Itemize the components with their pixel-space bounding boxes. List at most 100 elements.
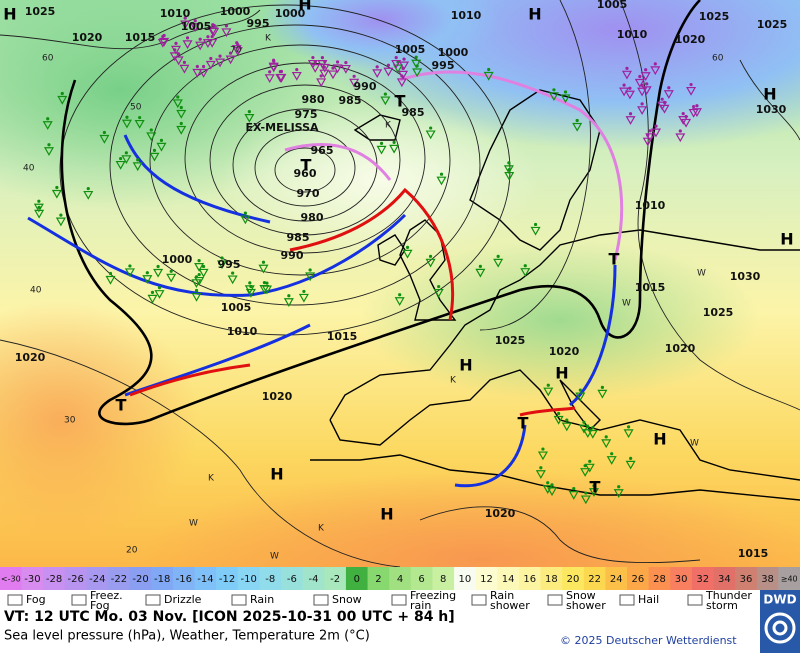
weather-symbols bbox=[33, 16, 702, 505]
shower-symbol bbox=[169, 52, 180, 62]
rain-dot bbox=[648, 129, 652, 133]
rain-dot bbox=[173, 48, 177, 52]
region-symbol: K bbox=[318, 524, 325, 534]
footer-background bbox=[0, 590, 800, 653]
rain-dot bbox=[161, 34, 165, 39]
pale-area bbox=[220, 100, 540, 260]
rain-dot bbox=[119, 156, 123, 161]
scale-cell bbox=[497, 567, 520, 590]
rain-dot bbox=[37, 199, 41, 203]
rain-dot bbox=[224, 24, 229, 28]
scale-cell bbox=[605, 567, 628, 590]
rain-dot bbox=[220, 256, 224, 260]
shower-symbol bbox=[194, 263, 205, 272]
shower-symbol bbox=[436, 176, 447, 186]
rain-dot bbox=[610, 452, 614, 456]
pressure-label: 990 bbox=[354, 80, 377, 93]
rain-dot bbox=[344, 60, 348, 65]
rain-dot bbox=[319, 74, 323, 78]
warm-area bbox=[140, 470, 800, 567]
shower-symbol bbox=[142, 275, 153, 284]
pressure-label: 1020 bbox=[675, 33, 706, 46]
shower-symbol bbox=[276, 73, 287, 83]
pressure-label: 1000 bbox=[438, 46, 469, 59]
logo-swirl bbox=[772, 620, 788, 636]
shower-symbol bbox=[244, 113, 255, 123]
scale-label: -28 bbox=[46, 574, 62, 585]
shower-symbol bbox=[258, 264, 269, 274]
shower-symbol bbox=[578, 424, 589, 434]
shower-symbol bbox=[57, 95, 68, 105]
pressure-center: H bbox=[298, 0, 311, 14]
description: Sea level pressure (hPa), Weather, Tempe… bbox=[4, 629, 370, 644]
pressure-center: H bbox=[555, 364, 568, 383]
pressure-center: T bbox=[518, 414, 529, 433]
shower-symbol bbox=[132, 162, 143, 172]
rain-dot bbox=[681, 112, 685, 116]
shower-symbol bbox=[51, 189, 62, 199]
shower-symbol bbox=[205, 60, 216, 70]
rain-dot bbox=[149, 128, 153, 132]
pressure-center: H bbox=[653, 430, 666, 449]
shower-symbol bbox=[402, 249, 413, 259]
pressure-center: H bbox=[270, 465, 283, 484]
rain-dot bbox=[400, 74, 404, 78]
scale-label: -16 bbox=[176, 574, 192, 585]
shower-symbol bbox=[202, 39, 213, 48]
occluded-front bbox=[399, 70, 624, 261]
pressure-label: 985 bbox=[402, 106, 425, 119]
shower-symbol bbox=[245, 288, 256, 298]
shower-symbol bbox=[383, 67, 394, 77]
scale-label: <-30 bbox=[1, 575, 21, 584]
scale-label: 26 bbox=[631, 574, 644, 585]
rain-dot bbox=[311, 55, 315, 60]
shower-symbol bbox=[535, 470, 546, 479]
rain-dot bbox=[320, 56, 325, 60]
warm-front bbox=[129, 363, 251, 397]
scale-cell bbox=[64, 567, 87, 590]
rain-dot bbox=[660, 97, 664, 101]
pressure-center: T bbox=[116, 396, 127, 415]
shower-symbol bbox=[156, 142, 167, 152]
shower-symbol bbox=[650, 66, 661, 76]
shower-symbol bbox=[55, 217, 66, 227]
rain-dot bbox=[86, 186, 90, 191]
pressure-label: 995 bbox=[432, 59, 455, 72]
scale-cell bbox=[562, 567, 585, 590]
pressure-label: 995 bbox=[218, 258, 241, 271]
shower-symbol bbox=[157, 38, 168, 48]
cold-front bbox=[569, 264, 617, 407]
pressure-label: 1030 bbox=[756, 103, 787, 116]
region-symbol: K bbox=[385, 121, 392, 131]
shower-symbol bbox=[642, 137, 653, 147]
pressure-label: 985 bbox=[339, 94, 362, 107]
rain-dot bbox=[261, 260, 266, 264]
rain-dot bbox=[437, 284, 441, 289]
rain-dot bbox=[640, 102, 644, 106]
rain-dot bbox=[308, 268, 312, 272]
shower-symbol bbox=[43, 147, 55, 156]
shower-symbol bbox=[191, 292, 202, 302]
legend-label: Snow shower bbox=[566, 589, 606, 612]
rain-dot bbox=[193, 19, 197, 23]
scale-label: -2 bbox=[330, 574, 340, 585]
warm-front bbox=[519, 406, 576, 417]
scale-label: -4 bbox=[309, 574, 319, 585]
scale-cell bbox=[259, 567, 282, 590]
scale-label: -24 bbox=[89, 574, 105, 585]
shower-symbol bbox=[572, 122, 583, 132]
shower-symbol bbox=[179, 64, 190, 74]
pressure-label: 1005 bbox=[395, 43, 426, 56]
rain-dot bbox=[183, 16, 187, 20]
rain-dot bbox=[629, 456, 633, 460]
rain-dot bbox=[235, 41, 239, 45]
scale-cell bbox=[691, 567, 715, 590]
pressure-label: 1010 bbox=[635, 199, 666, 212]
shower-symbol bbox=[637, 106, 648, 116]
rain-dot bbox=[248, 281, 252, 285]
rain-dot bbox=[231, 271, 235, 275]
shower-symbol bbox=[645, 133, 656, 143]
shower-symbol bbox=[225, 55, 236, 65]
shower-symbol bbox=[227, 275, 238, 285]
shower-symbol bbox=[121, 155, 132, 165]
